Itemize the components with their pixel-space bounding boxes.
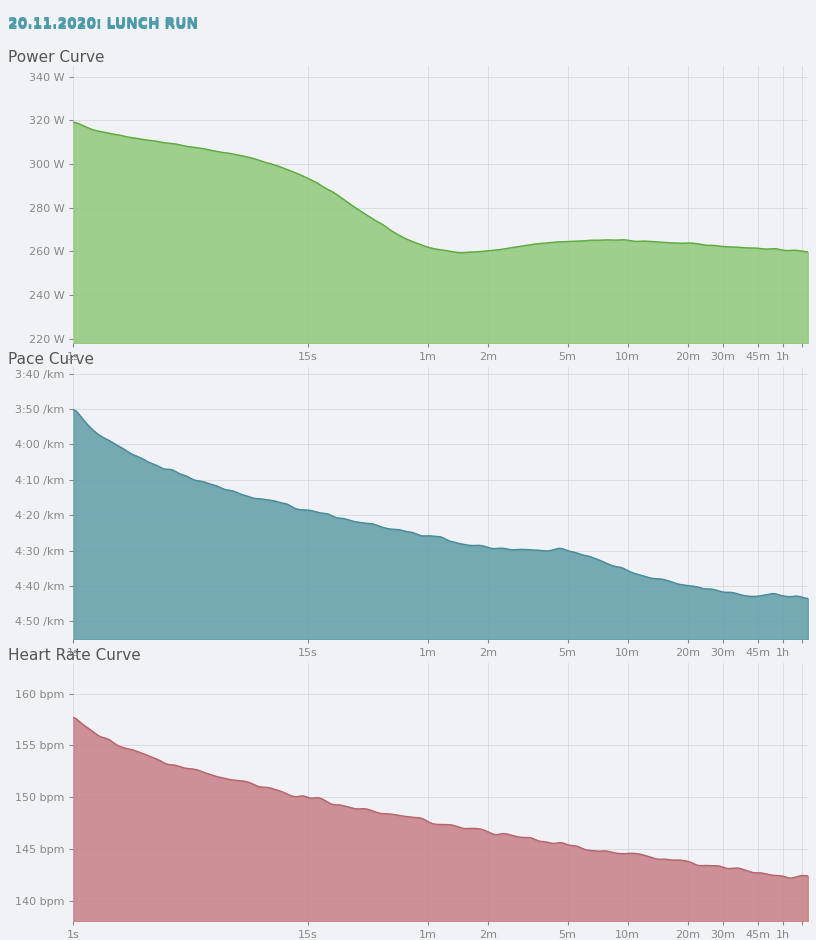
Text: Pace Curve: Pace Curve xyxy=(8,352,94,367)
Text: Power Curve: Power Curve xyxy=(8,50,104,65)
Text: 20.11.2020: LUNCH RUN: 20.11.2020: LUNCH RUN xyxy=(8,19,198,32)
Text: 20.11.2020: LUNCH RUN: 20.11.2020: LUNCH RUN xyxy=(8,16,198,30)
Text: Heart Rate Curve: Heart Rate Curve xyxy=(8,649,141,663)
